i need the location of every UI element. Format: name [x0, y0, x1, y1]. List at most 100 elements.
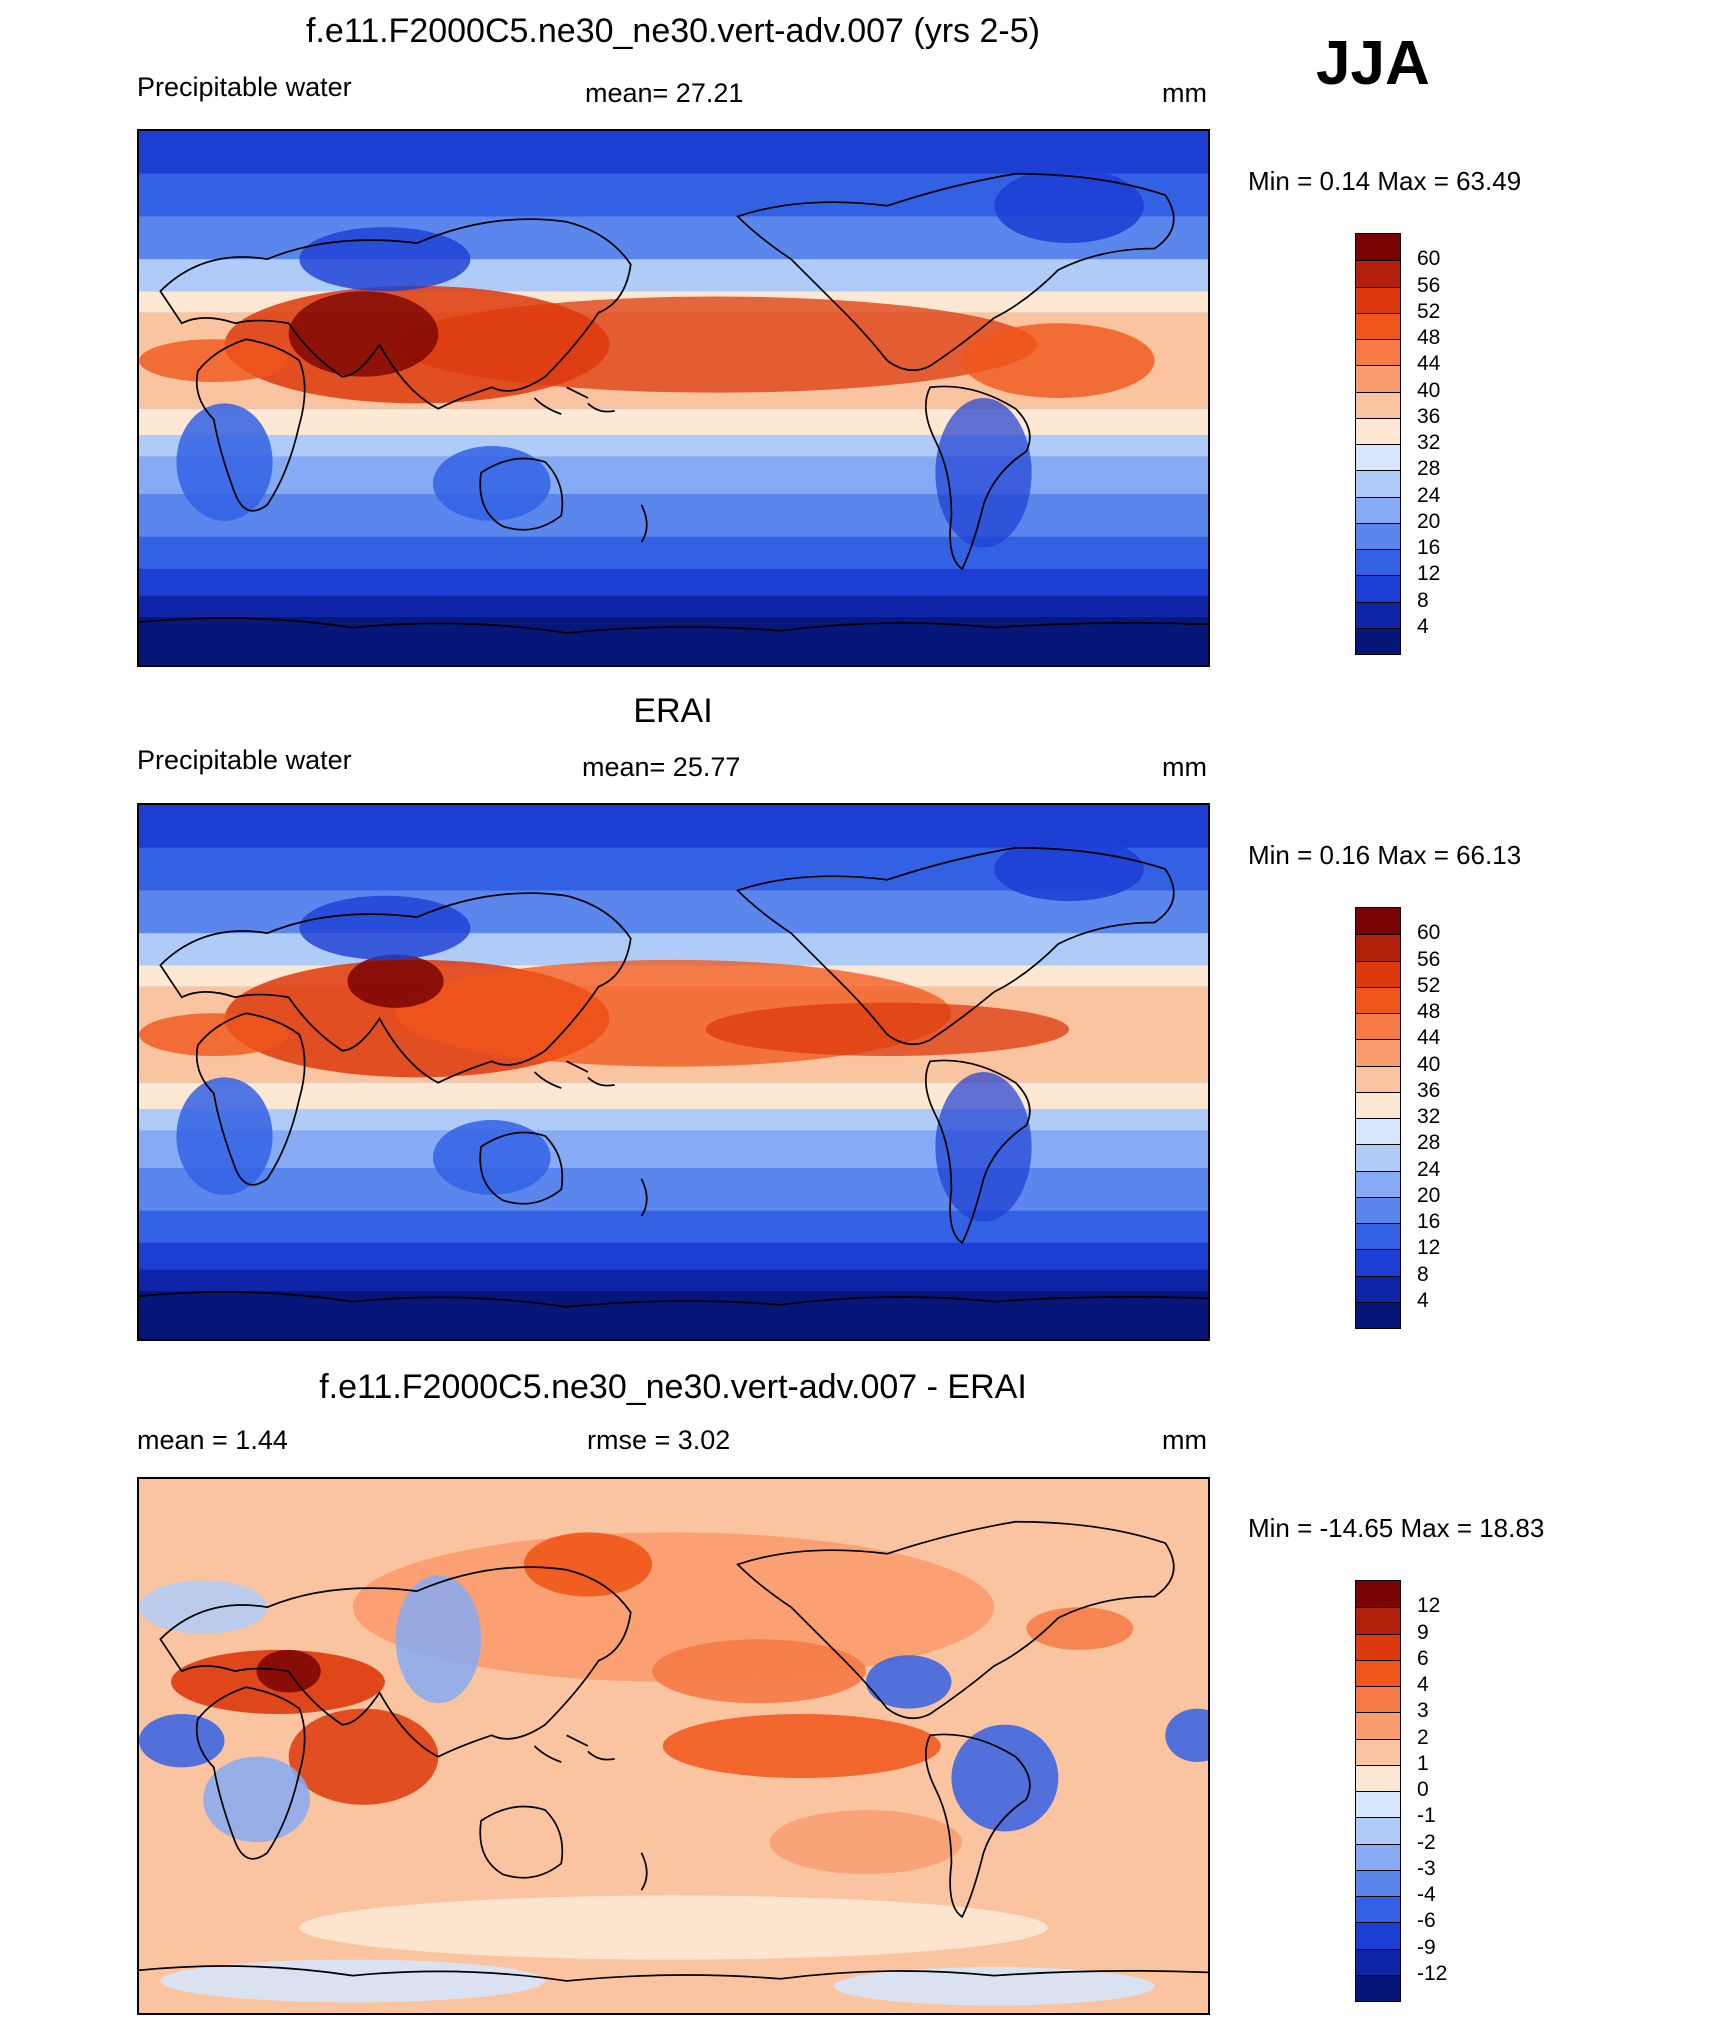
colorbar-label: 28 — [1417, 1131, 1441, 1155]
panel-2-minmax: Min = 0.16 Max = 66.13 — [1248, 840, 1522, 870]
colorbar-box — [1356, 1249, 1400, 1276]
colorbar-label: 1 — [1417, 1751, 1429, 1775]
colorbar-label: 44 — [1417, 1026, 1441, 1050]
colorbar-box — [1356, 365, 1400, 392]
panel-3-minmax: Min = -14.65 Max = 18.83 — [1248, 1513, 1545, 1543]
colorbar-box — [1356, 1065, 1400, 1092]
colorbar-box — [1356, 549, 1400, 576]
colorbar-label: -3 — [1417, 1856, 1436, 1880]
colorbar-label: 3 — [1417, 1699, 1429, 1723]
colorbar-box — [1356, 1896, 1400, 1923]
panel-1-features — [139, 168, 1155, 548]
colorbar-label: 48 — [1417, 326, 1441, 349]
colorbar-label: -2 — [1417, 1830, 1436, 1854]
panel-2-features — [139, 837, 1144, 1222]
colorbar-label: 36 — [1417, 404, 1441, 428]
colorbar-box — [1356, 1791, 1400, 1818]
colorbar-label: 2 — [1417, 1725, 1429, 1749]
colorbar-label: 16 — [1417, 536, 1441, 559]
colorbar-box — [1356, 1974, 1400, 2001]
panel-1-map — [137, 129, 1210, 667]
colorbar-box — [1356, 1607, 1400, 1634]
colorbar-box — [1356, 986, 1400, 1013]
colorbar-label: 28 — [1417, 457, 1441, 481]
colorbar-box — [1356, 1817, 1400, 1844]
panel-1-colorbar — [1355, 233, 1401, 655]
panel-3-map — [137, 1477, 1210, 2015]
colorbar-box — [1356, 1196, 1400, 1223]
latitude-band — [139, 131, 1208, 174]
panel-3-colorbar — [1355, 1580, 1401, 2002]
colorbar-label: 8 — [1417, 588, 1429, 612]
panel-1-variable-label: Precipitable water — [137, 72, 352, 102]
latitude-band — [139, 494, 1208, 537]
latitude-band — [139, 1109, 1208, 1131]
latitude-band — [139, 456, 1208, 495]
colorbar-box — [1356, 1118, 1400, 1145]
latitude-band — [139, 1168, 1208, 1211]
latitude-band — [139, 1269, 1208, 1291]
colorbar-label: 20 — [1417, 509, 1441, 533]
colorbar-box — [1356, 1581, 1400, 1608]
panel-2-units: mm — [1162, 752, 1207, 782]
colorbar-label: 24 — [1417, 483, 1441, 507]
latitude-band — [139, 259, 1208, 292]
colorbar-box — [1356, 1039, 1400, 1066]
colorbar-box — [1356, 496, 1400, 523]
colorbar-label: 6 — [1417, 1646, 1429, 1670]
colorbar-box — [1356, 1843, 1400, 1870]
colorbar-label: -9 — [1417, 1935, 1436, 1959]
colorbar-label: 32 — [1417, 431, 1441, 454]
latitude-band — [139, 435, 1208, 457]
colorbar-box — [1356, 417, 1400, 444]
colorbar-label: -1 — [1417, 1804, 1436, 1828]
colorbar-box — [1356, 1170, 1400, 1197]
colorbar-label: -4 — [1417, 1883, 1436, 1906]
panel-3-title: f.e11.F2000C5.ne30_ne30.vert-adv.007 - E… — [319, 1368, 1027, 1406]
colorbar-box — [1356, 1948, 1400, 1975]
colorbar-box — [1356, 470, 1400, 497]
colorbar-box — [1356, 601, 1400, 628]
colorbar-label: 60 — [1417, 921, 1441, 945]
colorbar-box — [1356, 286, 1400, 313]
colorbar-label: 40 — [1417, 1052, 1441, 1076]
colorbar-label: 20 — [1417, 1183, 1441, 1207]
colorbar-box — [1356, 908, 1400, 935]
colorbar-box — [1356, 260, 1400, 287]
panel-1-minmax: Min = 0.14 Max = 63.49 — [1248, 166, 1522, 196]
latitude-band — [139, 805, 1208, 848]
colorbar-box — [1356, 1223, 1400, 1250]
colorbar-label: 8 — [1417, 1262, 1429, 1286]
colorbar-box — [1356, 234, 1400, 261]
panel-2-mean: mean= 25.77 — [582, 752, 741, 782]
colorbar-box — [1356, 339, 1400, 366]
panel-1-units: mm — [1162, 78, 1207, 108]
colorbar-box — [1356, 1764, 1400, 1791]
colorbar-box — [1356, 1144, 1400, 1171]
panel-2-colorbar — [1355, 907, 1401, 1329]
colorbar-label: 9 — [1417, 1620, 1429, 1644]
colorbar-label: 32 — [1417, 1105, 1441, 1128]
latitude-band — [139, 1242, 1208, 1270]
colorbar-label: 36 — [1417, 1078, 1441, 1102]
latitude-band — [139, 1210, 1208, 1243]
colorbar-box — [1356, 1659, 1400, 1686]
colorbar-box — [1356, 1633, 1400, 1660]
panel-3-features — [139, 1532, 1208, 2006]
colorbar-box — [1356, 1738, 1400, 1765]
panel-2-variable-label: Precipitable water — [137, 745, 352, 775]
colorbar-box — [1356, 575, 1400, 602]
colorbar-label: 56 — [1417, 947, 1441, 971]
colorbar-label: 12 — [1417, 1236, 1441, 1260]
colorbar-box — [1356, 444, 1400, 471]
colorbar-label: 60 — [1417, 247, 1441, 271]
colorbar-label: 4 — [1417, 1673, 1429, 1696]
colorbar-box — [1356, 391, 1400, 418]
panel-3-rmse: rmse = 3.02 — [587, 1425, 731, 1455]
colorbar-label: 4 — [1417, 1288, 1429, 1312]
colorbar-label: 56 — [1417, 273, 1441, 297]
colorbar-label: 52 — [1417, 299, 1441, 323]
panel-3-mean: mean = 1.44 — [137, 1425, 288, 1455]
colorbar-label: -12 — [1417, 1961, 1448, 1985]
colorbar-box — [1356, 1686, 1400, 1713]
